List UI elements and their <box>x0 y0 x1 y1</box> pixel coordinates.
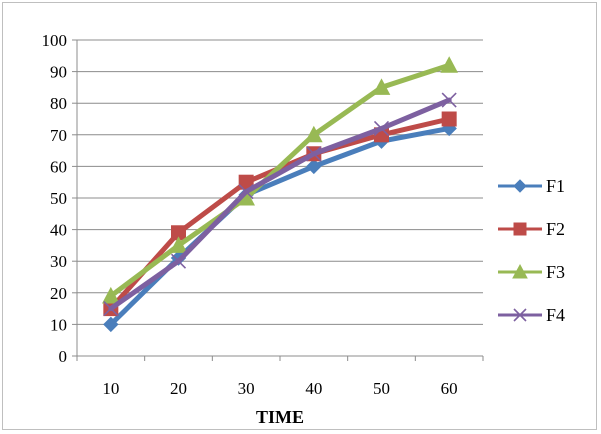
data-point <box>103 316 119 333</box>
data-point <box>440 56 458 73</box>
data-point <box>441 111 457 127</box>
x-tick-label: 60 <box>441 379 458 398</box>
y-tick-label: 10 <box>50 315 67 334</box>
series-f3 <box>102 56 458 304</box>
legend-marker <box>513 179 527 193</box>
legend-item-f2: F2 <box>498 219 565 239</box>
y-tick-label: 40 <box>50 221 67 240</box>
x-tick-label: 40 <box>305 379 322 398</box>
data-point <box>306 158 322 175</box>
series-line-f3 <box>108 62 452 299</box>
series-line-f4 <box>108 97 452 312</box>
x-marker-stroke <box>513 308 527 322</box>
chart-frame <box>2 2 597 430</box>
x-tick-label: 10 <box>102 379 119 398</box>
series-line-f2 <box>108 116 452 312</box>
data-point <box>441 92 457 108</box>
series-f1 <box>103 120 457 333</box>
x-tick-label: 50 <box>373 379 390 398</box>
legend-marker <box>513 222 527 236</box>
data-point <box>306 146 322 162</box>
x-tick-label: 20 <box>170 379 187 398</box>
legend-label: F1 <box>546 176 565 196</box>
y-tick-label: 30 <box>50 252 67 271</box>
legend-marker <box>513 308 527 322</box>
data-point <box>373 120 390 137</box>
x-marker-stroke <box>103 301 119 317</box>
data-point <box>305 125 323 143</box>
legend-item-f1: F1 <box>498 176 565 196</box>
x-marker-stroke <box>306 146 322 162</box>
data-point <box>170 253 187 269</box>
data-point <box>169 236 188 253</box>
x-marker-stroke <box>373 120 390 137</box>
x-axis-title: TIME <box>256 407 304 427</box>
series-f2 <box>103 111 457 317</box>
legend-marker <box>512 263 528 279</box>
legend-label: F3 <box>546 262 565 282</box>
legend-label: F4 <box>546 305 565 325</box>
y-tick-label: 80 <box>50 94 67 113</box>
y-tick-label: 100 <box>42 31 68 50</box>
series-f4 <box>103 92 457 317</box>
y-tick-label: 0 <box>59 347 68 366</box>
legend: F1 F2 F3 F4 <box>498 176 565 325</box>
data-point <box>102 286 120 304</box>
series-lines <box>102 56 458 333</box>
x-marker-stroke <box>170 253 187 269</box>
y-tick-label: 60 <box>50 157 67 176</box>
x-tick-label: 30 <box>238 379 255 398</box>
y-tick-label: 50 <box>50 189 67 208</box>
data-point <box>238 184 254 200</box>
legend-item-f3: F3 <box>498 262 565 282</box>
axes: 0 10 20 30 40 50 60 70 80 90 100 10 20 30 40 50 60 <box>42 31 484 398</box>
legend-item-f4: F4 <box>498 305 565 325</box>
x-marker-stroke <box>441 92 457 108</box>
y-tick-label: 90 <box>50 63 67 82</box>
series-line-f1 <box>108 125 452 327</box>
y-tick-label: 20 <box>50 284 67 303</box>
y-tick-label: 70 <box>50 126 67 145</box>
legend-label: F2 <box>546 219 565 239</box>
data-point <box>372 78 391 95</box>
data-point <box>103 301 119 317</box>
x-marker-stroke <box>238 184 254 200</box>
